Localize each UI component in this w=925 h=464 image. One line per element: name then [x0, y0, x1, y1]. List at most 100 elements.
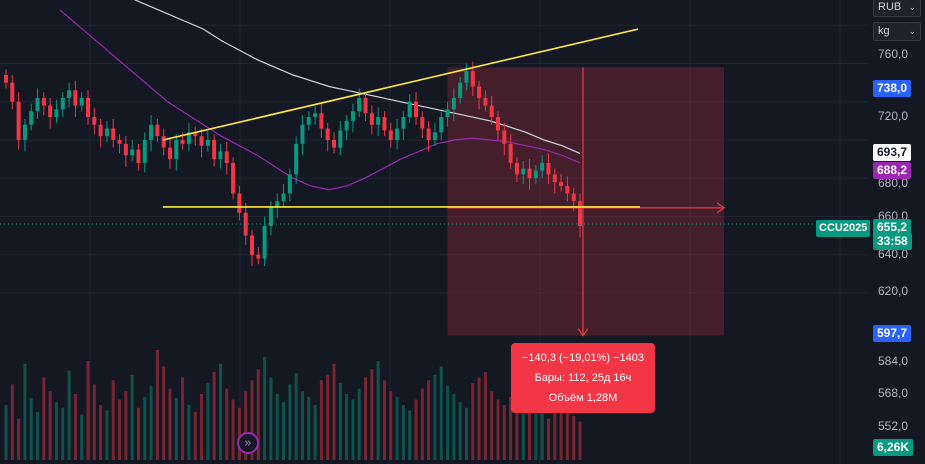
volume-bar — [61, 407, 65, 460]
symbol-tag: CCU2025 — [816, 220, 871, 237]
candle-body — [458, 82, 463, 98]
volume-bar — [578, 421, 582, 460]
volume-bar — [231, 399, 235, 460]
candle-body — [514, 162, 519, 175]
candle-body — [401, 117, 406, 129]
candle-body — [41, 97, 46, 106]
volume-bar — [559, 405, 563, 460]
candle-body — [578, 201, 582, 227]
candle-body — [300, 124, 305, 144]
candle-body — [237, 193, 242, 213]
volume-bar — [275, 394, 279, 460]
candle-body — [4, 75, 8, 83]
rising-trendline — [162, 28, 639, 141]
candle-body — [22, 124, 27, 140]
candle-body — [414, 101, 418, 118]
volume-bar — [130, 374, 134, 460]
volume-bar — [528, 402, 532, 460]
volume-bar — [319, 380, 323, 460]
volume-bar — [23, 363, 27, 460]
candle-body — [54, 109, 59, 118]
candle-body — [439, 117, 444, 133]
volume-bar — [105, 410, 109, 460]
candle-body — [250, 235, 254, 255]
volume-bar — [471, 383, 475, 460]
replay-icon[interactable]: » — [237, 432, 259, 454]
candle-body — [149, 124, 154, 140]
candle-body — [79, 97, 84, 106]
candle-body — [565, 185, 570, 194]
candle-body — [92, 117, 97, 125]
candle-body — [451, 97, 456, 110]
unit-label: kg — [878, 25, 890, 37]
volume-bar — [382, 380, 386, 460]
candle-body — [231, 162, 236, 194]
volume-bar — [282, 402, 286, 460]
ma-white-price-label: 693,7 — [873, 144, 912, 161]
volume-bar — [86, 361, 90, 460]
volume-bar — [250, 380, 254, 460]
candle-body — [35, 97, 40, 112]
candle-body — [382, 117, 387, 131]
candle-body — [344, 120, 349, 131]
countdown-label: 33:58 — [873, 233, 912, 250]
volume-bar — [42, 377, 46, 460]
candle-body — [552, 174, 557, 183]
volume-bar — [149, 385, 153, 460]
candle-body — [180, 140, 185, 144]
volume-bar — [401, 405, 405, 460]
unit-select[interactable]: kg ⌄ — [873, 22, 921, 41]
candle-body — [142, 140, 147, 163]
volume-bar — [395, 396, 399, 460]
candle-body — [338, 130, 343, 148]
candle-body — [10, 82, 15, 102]
candle-body — [445, 109, 450, 118]
volume-bar — [10, 384, 14, 460]
ma-purple-line — [59, 9, 581, 191]
volume-bar — [80, 414, 84, 460]
candle-body — [212, 140, 217, 160]
price-tick: 640,0 — [878, 247, 909, 261]
candle-body — [363, 97, 368, 114]
volume-bar — [187, 405, 191, 460]
volume-bar — [458, 402, 462, 460]
candle-body — [388, 130, 393, 140]
candle-body — [275, 201, 280, 207]
volume-bar — [313, 405, 317, 460]
volume-bar — [73, 394, 77, 460]
volume-tick: 552,0 — [878, 419, 909, 433]
volume-tick: 584,0 — [878, 354, 909, 368]
candle-body — [470, 71, 475, 87]
volume-bar — [364, 377, 368, 460]
target-price-label: 597,7 — [873, 325, 912, 342]
candle-body — [256, 254, 261, 259]
price-tick: 760,0 — [878, 47, 909, 61]
candle-body — [287, 174, 292, 194]
volume-bar — [200, 394, 204, 460]
volume-bar — [370, 369, 374, 460]
volume-bar — [490, 391, 494, 460]
candle-body — [199, 136, 204, 146]
candle-body — [395, 128, 400, 140]
chart-canvas[interactable] — [0, 0, 868, 464]
volume-bar — [212, 372, 216, 460]
volume-bar — [288, 384, 292, 460]
ma-white-line — [133, 0, 581, 154]
currency-select[interactable]: RUB ⌄ — [873, 0, 921, 17]
volume-bar — [174, 398, 178, 460]
candle-body — [483, 97, 488, 106]
volume-bar — [521, 394, 525, 460]
volume-bar — [420, 388, 424, 460]
candle-body — [186, 132, 191, 144]
volume-bar — [534, 407, 538, 460]
volume-bar — [225, 388, 229, 460]
candle-body — [136, 149, 141, 163]
volume-bar — [357, 388, 361, 460]
volume-bar — [376, 361, 380, 460]
price-tick: 720,0 — [878, 109, 909, 123]
volume-bar — [168, 388, 172, 460]
volume-bar — [244, 391, 248, 460]
volume-bar — [509, 396, 513, 460]
candle-body — [73, 90, 78, 106]
